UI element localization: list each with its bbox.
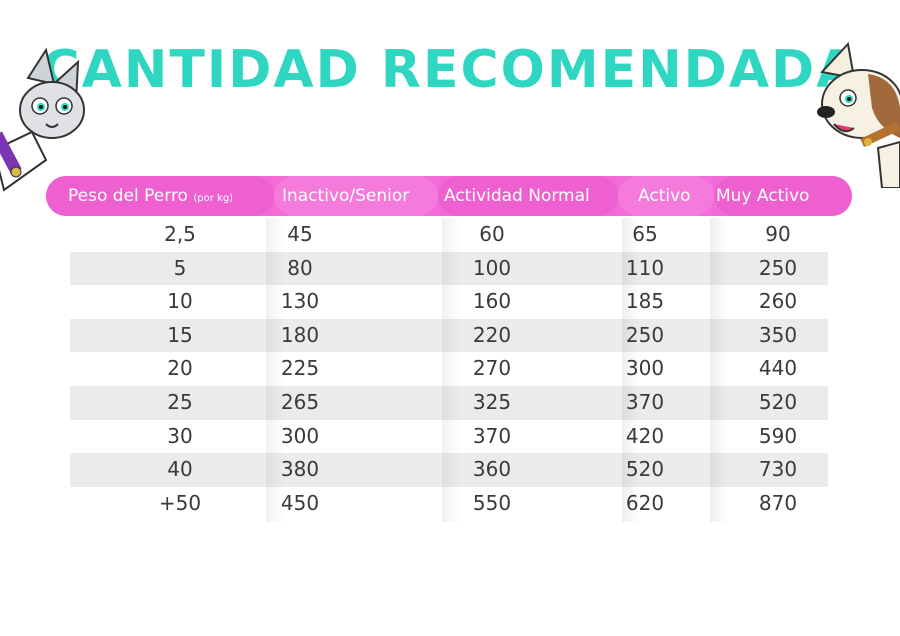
- cat-illustration: [0, 47, 85, 192]
- page-title: CANTIDAD RECOMENDADA: [41, 40, 859, 100]
- table-row: 15 180 220 250 350: [70, 318, 828, 353]
- cell-normal-activity: 160: [472, 289, 512, 314]
- cell-weight: 25: [167, 390, 193, 414]
- table-header: Peso del Perro (por kg) Inactivo/Senior …: [46, 176, 852, 216]
- cell-very-active: 590: [758, 423, 798, 448]
- cell-active: 185: [625, 289, 665, 314]
- cell-normal-activity: 220: [472, 322, 512, 347]
- cell-inactive-senior: 45: [287, 222, 313, 246]
- table-body: +50 450 550 620 870 40 380 360 520 730 30 300 370 420…: [70, 218, 828, 522]
- cell-weight: 15: [167, 322, 193, 347]
- cell-inactive-senior: 380: [280, 457, 320, 482]
- header-segment: [714, 176, 852, 216]
- cell-active: 250: [625, 322, 665, 347]
- table-row: 5 80 100 110 250: [70, 251, 828, 286]
- header-segment: [618, 176, 714, 216]
- cell-very-active: 730: [758, 457, 798, 482]
- cell-very-active: 520: [758, 390, 798, 414]
- table-row: 20 225 270 300 440: [70, 352, 828, 386]
- cell-inactive-senior: 450: [280, 490, 320, 515]
- cell-weight: 2,5: [164, 222, 196, 246]
- header-weight: Peso del Perro (por kg): [68, 186, 234, 206]
- header-very-active: Muy Activo: [716, 186, 810, 206]
- cell-normal-activity: 550: [472, 490, 512, 515]
- cell-very-active: 250: [758, 255, 798, 280]
- cell-very-active: 440: [758, 356, 798, 381]
- cell-inactive-senior: 265: [280, 390, 320, 414]
- cell-normal-activity: 60: [479, 222, 505, 246]
- table-row: 40 380 360 520 730: [70, 453, 828, 487]
- cell-normal-activity: 370: [472, 423, 512, 448]
- cell-weight: +50: [158, 490, 202, 515]
- cell-active: 300: [625, 356, 665, 381]
- cell-active: 65: [632, 222, 658, 246]
- cell-inactive-senior: 300: [280, 423, 320, 448]
- cell-inactive-senior: 130: [280, 289, 320, 314]
- cell-normal-activity: 360: [472, 457, 512, 482]
- cell-inactive-senior: 180: [280, 322, 320, 347]
- cell-inactive-senior: 225: [280, 356, 320, 381]
- header-segment: [274, 176, 438, 216]
- cell-weight: 10: [167, 289, 193, 314]
- header-segment: [46, 176, 274, 216]
- cell-active: 370: [625, 390, 665, 414]
- cell-inactive-senior: 80: [287, 255, 313, 280]
- table-row: 25 265 325 370 520: [70, 386, 828, 420]
- cell-active: 420: [625, 423, 665, 448]
- header-inactive-senior: Inactivo/Senior: [282, 186, 410, 206]
- cell-very-active: 350: [758, 322, 798, 347]
- header-segment: [438, 176, 618, 216]
- cell-weight: 5: [173, 255, 187, 280]
- header-normal-activity: Actividad Normal: [444, 186, 590, 206]
- cell-very-active: 870: [758, 490, 798, 515]
- cell-normal-activity: 270: [472, 356, 512, 381]
- cell-weight: 40: [167, 457, 193, 482]
- dog-illustration: [817, 41, 900, 188]
- header-active: Activo: [638, 186, 691, 206]
- table-row: +50 450 550 620 870: [70, 487, 828, 521]
- header-weight-unit: (por kg): [193, 193, 234, 204]
- table-row: 10 130 160 185 260: [70, 285, 828, 319]
- cell-active: 520: [625, 457, 665, 482]
- cell-very-active: 90: [765, 222, 791, 246]
- table-row: 30 300 370 420 590: [70, 420, 828, 454]
- cell-very-active: 260: [758, 289, 798, 314]
- cell-weight: 20: [167, 356, 193, 381]
- cell-weight: 30: [167, 423, 193, 448]
- cell-normal-activity: 325: [472, 390, 512, 414]
- cell-active: 620: [625, 490, 665, 515]
- table-row: 2,5 45 60 65 90: [70, 218, 828, 252]
- cell-normal-activity: 100: [472, 255, 512, 280]
- cell-active: 110: [625, 255, 665, 280]
